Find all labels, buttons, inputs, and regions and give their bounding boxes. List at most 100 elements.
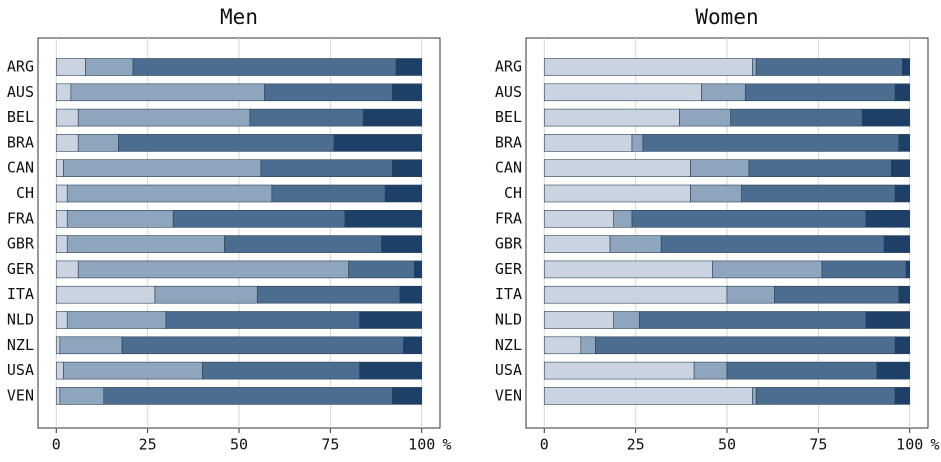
bar-segment — [752, 387, 757, 405]
bar-segment — [392, 83, 423, 102]
bar-segment — [690, 159, 750, 177]
bar-segment — [613, 311, 640, 329]
bar-segment — [55, 83, 72, 102]
bar-segment — [701, 83, 746, 102]
bar-segment — [755, 387, 896, 405]
y-tick-label: AUS — [495, 83, 522, 101]
bar-segment — [543, 159, 691, 177]
bar-segment — [631, 210, 867, 228]
bar-segment — [631, 134, 644, 152]
x-tick-label: 25 — [627, 436, 645, 454]
bar-segment — [543, 134, 633, 152]
bar-segment — [876, 361, 911, 380]
y-tick-label: NLD — [495, 311, 522, 329]
y-tick-label: GER — [7, 260, 35, 278]
y-tick-label: FRA — [495, 209, 522, 227]
bar-segment — [613, 210, 633, 228]
x-axis-label: % — [442, 436, 451, 454]
bar-segment — [77, 260, 349, 279]
bar-segment — [55, 387, 61, 405]
bar-segment — [77, 134, 119, 152]
y-tick-label: GBR — [7, 235, 35, 253]
y-tick-label: CH — [504, 184, 522, 202]
bar-segment — [362, 108, 423, 127]
bar-segment — [359, 311, 423, 329]
bar-segment — [543, 260, 713, 279]
bar-segment — [595, 336, 896, 355]
y-tick-label: BRA — [495, 133, 522, 151]
bar-segment — [730, 108, 863, 127]
bar-segment — [638, 311, 867, 329]
bar-segment — [260, 159, 393, 177]
bar-segment — [118, 134, 335, 152]
bar-segment — [726, 361, 878, 380]
y-tick-label: CAN — [495, 159, 522, 177]
x-tick-label: 50 — [230, 436, 248, 454]
bar-segment — [898, 285, 911, 304]
bar-segment — [902, 58, 911, 76]
y-tick-label: CH — [16, 184, 34, 202]
y-tick-label: NZL — [7, 336, 34, 354]
y-tick-label: BEL — [7, 108, 34, 126]
bar-segment — [543, 184, 691, 203]
bar-segment — [55, 260, 79, 279]
bar-segment — [55, 134, 79, 152]
bar-segment — [883, 235, 911, 253]
x-tick-label: 25 — [139, 436, 157, 454]
bar-segment — [55, 184, 68, 203]
x-tick-label: 75 — [809, 436, 827, 454]
bar-segment — [85, 58, 134, 76]
x-tick-label: 100 — [896, 436, 923, 454]
y-tick-label: NZL — [495, 336, 522, 354]
bar-segment — [861, 108, 911, 127]
bar-segment — [381, 235, 423, 253]
y-tick-label: GER — [495, 260, 523, 278]
bar-segment — [55, 235, 68, 253]
y-tick-label: AUS — [7, 83, 34, 101]
y-tick-label: USA — [7, 361, 34, 379]
bar-segment — [55, 285, 156, 304]
bar-segment — [395, 58, 423, 76]
bar-segment — [609, 235, 662, 253]
bar-segment — [55, 159, 64, 177]
bar-segment — [66, 184, 273, 203]
bar-segment — [748, 159, 892, 177]
bar-segment — [543, 235, 611, 253]
bar-segment — [543, 108, 680, 127]
bar-segment — [399, 285, 423, 304]
y-tick-label: ITA — [7, 285, 34, 303]
bar-segment — [55, 58, 86, 76]
bar-segment — [55, 311, 68, 329]
bar-segment — [66, 235, 225, 253]
bar-segment — [384, 184, 423, 203]
bar-segment — [543, 361, 695, 380]
bar-segment — [392, 387, 423, 405]
bar-segment — [271, 184, 386, 203]
bar-segment — [59, 336, 123, 355]
y-tick-label: NLD — [7, 311, 34, 329]
y-tick-label: GBR — [495, 235, 523, 253]
bar-segment — [66, 210, 174, 228]
bar-segment — [543, 387, 753, 405]
chart-title: Women — [695, 5, 758, 29]
bar-segment — [905, 260, 911, 279]
bar-segment — [741, 184, 896, 203]
y-tick-label: VEN — [7, 386, 34, 404]
bar-segment — [59, 387, 105, 405]
bar-segment — [403, 336, 423, 355]
y-tick-label: BRA — [7, 133, 34, 151]
bar-segment — [865, 311, 911, 329]
x-tick-label: 100 — [408, 436, 435, 454]
bar-segment — [172, 210, 346, 228]
x-tick-label: 50 — [718, 436, 736, 454]
bar-segment — [359, 361, 423, 380]
bar-segment — [348, 260, 415, 279]
bar-segment — [344, 210, 423, 228]
x-axis-label: % — [930, 436, 939, 454]
x-tick-label: 0 — [540, 436, 549, 454]
bar-segment — [55, 210, 68, 228]
bar-segment — [543, 311, 615, 329]
bar-segment — [679, 108, 731, 127]
